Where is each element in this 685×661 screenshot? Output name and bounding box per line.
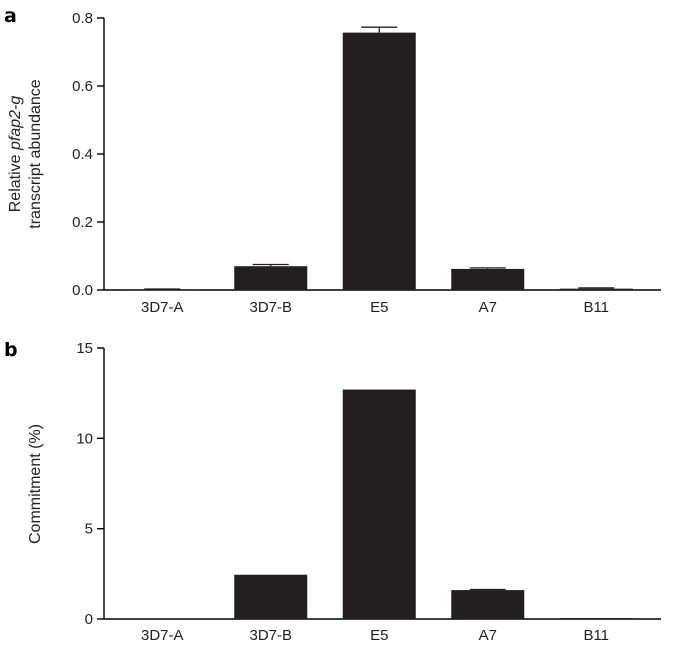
x-tick-label: E5 — [370, 627, 388, 644]
bar-3D7-B — [234, 574, 308, 619]
bar-3D7-B — [234, 266, 308, 290]
y-tick-label: 0.6 — [72, 78, 93, 95]
bar-A7 — [451, 590, 525, 619]
y-tick-label: 5 — [85, 521, 93, 538]
panel-letter: a — [4, 5, 17, 27]
x-tick-label: B11 — [583, 627, 609, 644]
panel-b: b Commitment (%) 0 5 10 15 3D7-A 3D7-B E5 A7 B11 — [4, 339, 661, 644]
bar-3D7-A — [125, 289, 199, 291]
x-tick-label: B11 — [583, 299, 609, 316]
y-tick-label: 0.0 — [72, 282, 93, 299]
panel-letter: b — [4, 339, 18, 361]
y-axis-label-part: Commitment (%) — [27, 424, 44, 544]
x-tick-label: 3D7-A — [141, 299, 184, 316]
bar-E5 — [342, 32, 416, 291]
x-tick-label: E5 — [370, 299, 388, 316]
x-tick-label: 3D7-B — [249, 627, 292, 644]
y-axis-label: Relative pfap2-g — [7, 96, 24, 213]
y-tick-label: 0 — [85, 611, 93, 628]
x-tick-label: A7 — [479, 299, 497, 316]
bar-B11 — [559, 288, 633, 290]
y-tick-label: 0.2 — [72, 214, 93, 231]
y-tick-label: 10 — [76, 430, 93, 447]
y-axis-label: Commitment (%) — [27, 424, 44, 544]
y-axis-label-part: pfap2-g — [7, 96, 24, 151]
x-tick-label: A7 — [479, 627, 497, 644]
x-tick-label: 3D7-B — [249, 299, 292, 316]
y-tick-label: 0.8 — [72, 10, 93, 27]
bar-E5 — [342, 389, 416, 619]
bar-A7 — [451, 268, 525, 290]
y-axis-label-line2: transcript abundance — [27, 79, 44, 229]
x-tick-label: 3D7-A — [141, 627, 184, 644]
panel-a: a Relative pfap2-g transcript abundance 0.0… — [4, 5, 661, 316]
y-tick-label: 0.4 — [72, 146, 93, 163]
bar-B11 — [559, 618, 633, 620]
y-axis-label-part: Relative — [7, 150, 24, 212]
y-tick-label: 15 — [76, 340, 93, 357]
